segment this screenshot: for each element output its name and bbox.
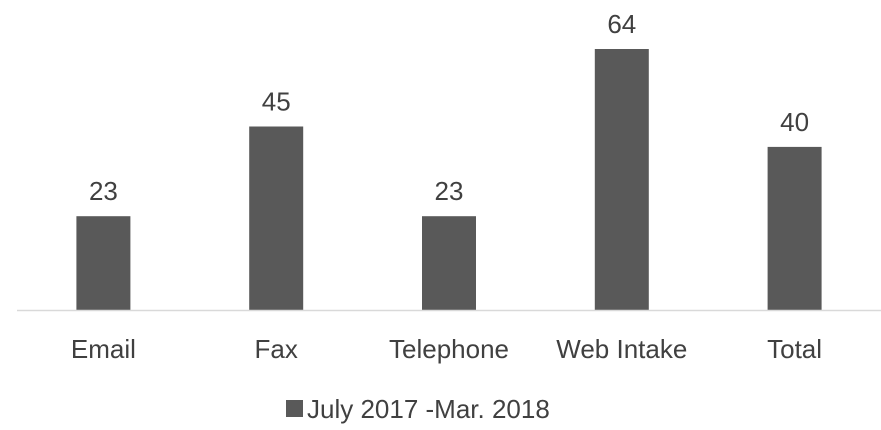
data-label-web-intake: 64 bbox=[607, 9, 636, 39]
data-label-total: 40 bbox=[780, 107, 809, 137]
bar-email bbox=[76, 216, 131, 310]
bar-web-intake bbox=[594, 49, 649, 310]
category-labels-layer: Email Fax Telephone Web Intake Total bbox=[71, 334, 822, 364]
bar-total bbox=[767, 146, 822, 310]
category-label-fax: Fax bbox=[255, 334, 298, 364]
legend-label: July 2017 -Mar. 2018 bbox=[307, 394, 550, 424]
data-label-fax: 45 bbox=[262, 87, 291, 117]
legend-swatch bbox=[286, 400, 303, 417]
value-labels-layer: 23 45 23 64 40 bbox=[89, 9, 809, 206]
bar-fax bbox=[249, 126, 304, 310]
category-label-telephone: Telephone bbox=[389, 334, 509, 364]
data-label-email: 23 bbox=[89, 176, 118, 206]
category-label-web-intake: Web Intake bbox=[556, 334, 687, 364]
category-label-email: Email bbox=[71, 334, 136, 364]
category-label-total: Total bbox=[767, 334, 822, 364]
legend: July 2017 -Mar. 2018 bbox=[286, 394, 550, 424]
bars-layer bbox=[76, 49, 822, 310]
data-label-telephone: 23 bbox=[435, 176, 464, 206]
bar-telephone bbox=[422, 216, 476, 310]
